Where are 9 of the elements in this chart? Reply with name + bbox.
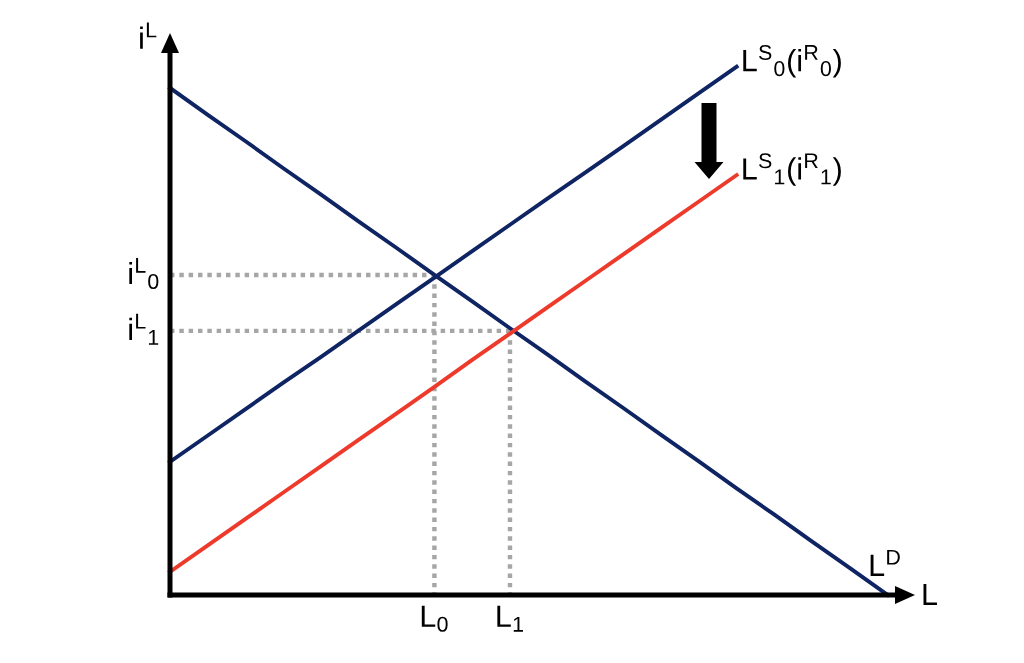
x-axis-title: L xyxy=(923,583,937,605)
series-label: i$^{L}$$_{0}$ xyxy=(129,258,159,290)
x-tick-label: L$_{0}$ xyxy=(421,605,448,632)
series-label: i$^{L}$$_{1}$ xyxy=(129,313,159,345)
series-label: L$^{D}$ xyxy=(870,549,900,576)
x-tick-label: L$_{1}$ xyxy=(497,605,523,632)
series-label: L$^{S}$$_{0}$(i$^{R}$$_{0}$) xyxy=(743,44,841,78)
series-label: L$^{S}$$_{1}$(i$^{R}$$_{1}$) xyxy=(743,153,841,186)
y-axis-title: i$^{L}$ xyxy=(140,22,157,49)
